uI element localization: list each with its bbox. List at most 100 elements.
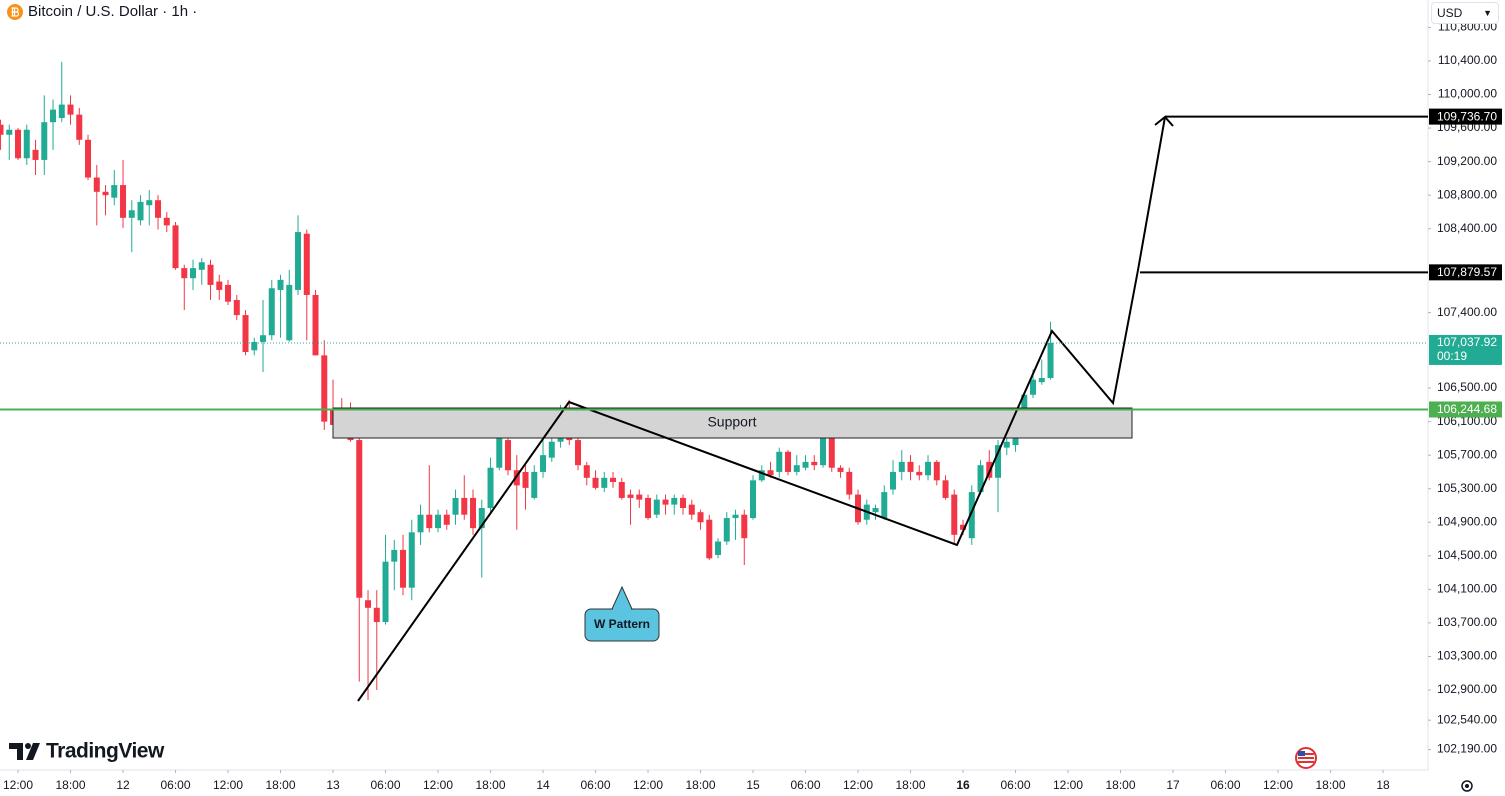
candle-body: [977, 465, 984, 493]
candle-body: [93, 177, 100, 192]
currency-dropdown[interactable]: USD ▼: [1431, 2, 1499, 24]
candle-body: [41, 122, 48, 160]
y-tick-label: 104,900.00: [1437, 514, 1497, 528]
candle-body: [1030, 379, 1037, 395]
tradingview-logo: TradingView: [9, 740, 165, 763]
candle-body: [680, 497, 687, 508]
candle-body: [356, 440, 363, 598]
title-background: [0, 0, 205, 24]
candle-body: [916, 471, 923, 476]
candle-body: [426, 514, 433, 529]
candle-body: [32, 149, 39, 160]
candle-body: [933, 461, 940, 481]
candle-body: [365, 600, 372, 608]
y-tick-label: 103,700.00: [1437, 615, 1497, 629]
y-tick-label: 108,400.00: [1437, 221, 1497, 235]
candle-body: [925, 461, 932, 476]
x-tick-label: 12:00: [3, 778, 33, 792]
candle-body: [627, 494, 634, 498]
candle-body: [295, 232, 302, 290]
candle-body: [750, 480, 757, 519]
candle-body: [198, 262, 205, 270]
candle-body: [216, 281, 223, 290]
candle-body: [146, 200, 153, 206]
candle-body: [540, 455, 547, 472]
candle-body: [373, 607, 380, 623]
candle-body: [592, 477, 599, 488]
candle-body: [155, 200, 162, 218]
candle-body: [645, 497, 652, 519]
dropdown-chevron[interactable]: ▼: [1483, 8, 1492, 18]
candle-body: [251, 341, 258, 351]
candle-body: [785, 451, 792, 472]
y-tick-label: 103,300.00: [1437, 649, 1497, 663]
candle-body: [601, 477, 608, 488]
x-tick-label: 17: [1166, 778, 1180, 792]
candle-body: [951, 494, 958, 535]
candle-body: [837, 467, 844, 472]
candle-body: [382, 561, 389, 623]
candle-body: [102, 191, 109, 196]
candle-body: [417, 514, 424, 533]
candle-body: [811, 461, 818, 466]
candle-body: [67, 104, 74, 115]
x-tick-label: 06:00: [1001, 778, 1031, 792]
support-label: Support: [707, 414, 756, 430]
x-tick-label: 16: [956, 778, 970, 792]
settings-gear[interactable]: [1461, 780, 1473, 792]
candle-body: [688, 504, 695, 515]
x-tick-label: 12:00: [1053, 778, 1083, 792]
candle-body: [793, 465, 800, 472]
candle-body: [128, 210, 135, 218]
candle-body: [776, 451, 783, 472]
candle-body: [942, 480, 949, 498]
candle-body: [618, 481, 625, 498]
chart-title: Bitcoin / U.S. Dollar · 1h ·: [28, 3, 197, 20]
y-tick-label: 102,900.00: [1437, 682, 1497, 696]
x-tick-label: 12: [116, 778, 130, 792]
x-tick-label: 18:00: [1316, 778, 1346, 792]
candle-body: [706, 519, 713, 559]
candle-body: [260, 335, 267, 342]
candle-body: [890, 471, 897, 490]
candle-body: [907, 461, 914, 472]
candle-body: [312, 294, 319, 356]
candle-body: [741, 514, 748, 539]
countdown-label: 00:19: [1437, 349, 1467, 363]
candle-body: [846, 471, 853, 495]
candle-body: [461, 497, 468, 515]
x-tick-label: 12:00: [633, 778, 663, 792]
settings-button[interactable]: [1461, 780, 1473, 792]
candle-body: [881, 492, 888, 519]
candle-body: [277, 279, 284, 290]
candle-body: [76, 114, 83, 140]
candle-body: [1003, 441, 1010, 448]
x-tick-label: 13: [326, 778, 340, 792]
candle-body: [548, 441, 555, 458]
settings-gear-center[interactable]: [1465, 784, 1469, 788]
candle-body: [505, 440, 512, 471]
candle-body: [662, 499, 669, 505]
currency-label[interactable]: USD: [1437, 6, 1463, 20]
y-tick-label: 110,000.00: [1438, 87, 1497, 101]
candle-body: [898, 461, 905, 472]
price-label-box: [1429, 264, 1502, 281]
brand-name: TradingView: [46, 740, 165, 763]
x-tick-label: 18:00: [686, 778, 716, 792]
candle-body: [653, 499, 660, 515]
w-pattern-path: [357, 116, 1166, 702]
candle-body: [697, 512, 704, 523]
candle-body: [575, 440, 582, 466]
y-tick-label: 104,100.00: [1437, 582, 1497, 596]
x-tick-label: 15: [746, 778, 760, 792]
candle-body: [137, 201, 144, 221]
x-tick-label: 12:00: [213, 778, 243, 792]
candle-body: [400, 549, 407, 588]
x-tick-label: 14: [536, 778, 550, 792]
y-tick-label: 110,400.00: [1438, 53, 1497, 67]
candle-body: [758, 470, 765, 481]
candle-body: [172, 225, 179, 269]
x-tick-label: 18: [1376, 778, 1390, 792]
candle-body: [732, 514, 739, 519]
